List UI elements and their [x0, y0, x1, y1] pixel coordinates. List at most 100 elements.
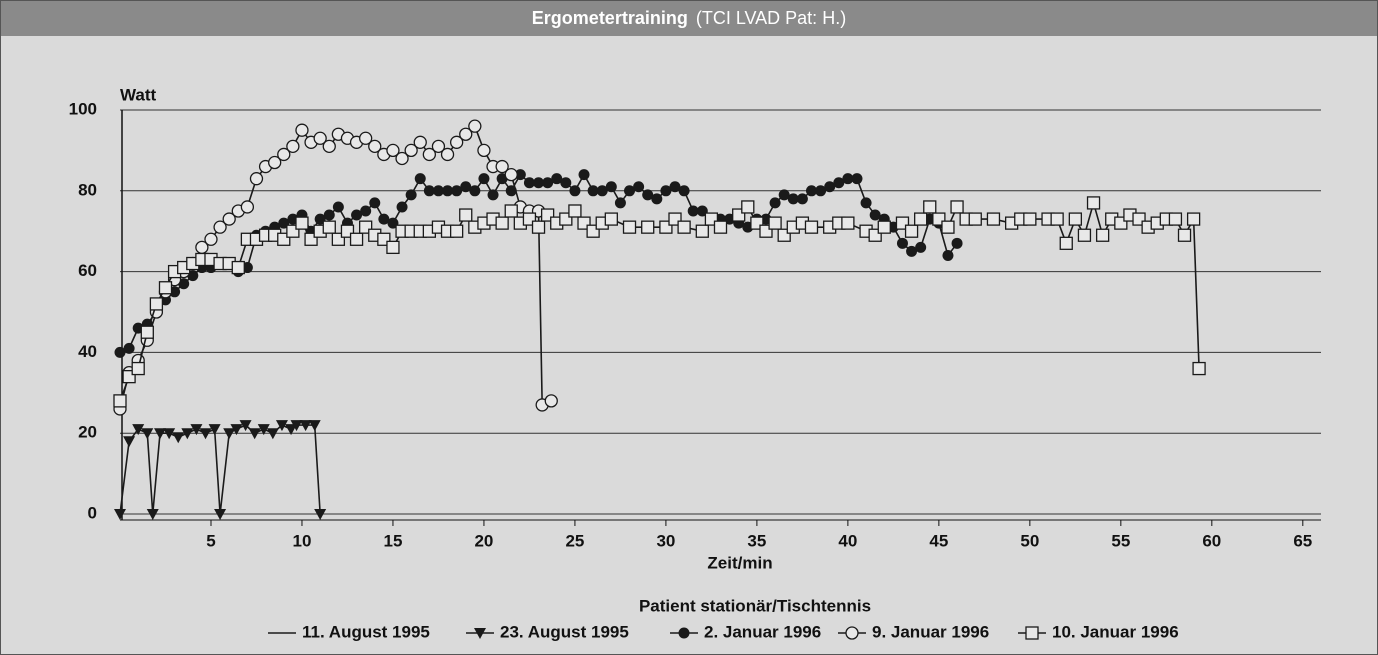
marker	[805, 185, 817, 197]
marker	[642, 189, 654, 201]
marker	[1095, 228, 1110, 242]
marker	[423, 185, 435, 197]
marker	[542, 177, 554, 189]
marker	[824, 181, 836, 193]
marker	[877, 220, 891, 234]
marker	[190, 424, 203, 436]
marker	[487, 189, 499, 201]
x-tick-label: 10	[293, 531, 312, 550]
marker	[208, 424, 221, 436]
marker	[432, 185, 444, 197]
marker	[1025, 626, 1039, 640]
marker	[396, 201, 408, 213]
marker	[378, 213, 390, 225]
marker	[1059, 236, 1073, 250]
marker	[368, 139, 382, 154]
marker	[249, 172, 264, 186]
title-bar	[0, 0, 1378, 36]
marker	[495, 159, 509, 174]
marker	[695, 224, 709, 238]
marker	[914, 212, 928, 226]
marker	[149, 297, 164, 311]
marker	[266, 428, 279, 440]
marker	[986, 212, 1001, 226]
marker	[514, 169, 526, 181]
marker	[204, 232, 218, 246]
marker	[769, 197, 781, 209]
marker	[677, 220, 691, 234]
marker	[614, 197, 626, 209]
marker	[240, 200, 255, 214]
marker	[360, 205, 372, 217]
marker	[1177, 228, 1192, 242]
marker	[277, 147, 291, 162]
title: Ergometertraining	[532, 8, 688, 28]
marker	[505, 185, 517, 197]
x-tick-label: 35	[747, 531, 766, 550]
marker	[257, 424, 270, 436]
marker	[141, 428, 154, 440]
marker	[451, 185, 463, 197]
marker	[851, 173, 863, 185]
marker	[1086, 196, 1101, 210]
marker	[544, 394, 558, 408]
x-tick-label: 5	[206, 531, 215, 550]
marker	[248, 428, 261, 440]
marker	[804, 220, 819, 234]
legend-label: 11. August 1995	[302, 622, 430, 641]
marker	[1023, 212, 1037, 226]
marker	[163, 428, 176, 440]
marker	[768, 216, 782, 230]
marker	[504, 167, 518, 182]
marker	[633, 181, 645, 193]
marker	[323, 209, 335, 221]
marker	[950, 200, 964, 214]
x-tick-label: 40	[838, 531, 857, 550]
marker	[951, 237, 963, 249]
marker	[322, 220, 336, 234]
y-tick-label: 60	[78, 261, 97, 280]
marker	[904, 224, 919, 238]
x-tick-label: 30	[656, 531, 675, 550]
marker	[1068, 212, 1082, 226]
marker	[596, 185, 608, 197]
marker	[860, 197, 872, 209]
marker	[678, 185, 690, 197]
marker	[440, 147, 455, 162]
marker	[815, 185, 827, 197]
marker	[741, 200, 755, 214]
marker	[713, 220, 728, 234]
marker	[154, 428, 167, 440]
x-tick-label: 25	[565, 531, 584, 550]
marker	[295, 216, 309, 230]
marker	[460, 181, 472, 193]
y-axis-label: Watt	[120, 85, 157, 104]
marker	[915, 241, 927, 253]
marker	[660, 185, 672, 197]
marker	[140, 325, 154, 339]
marker	[146, 509, 159, 520]
marker	[687, 205, 699, 217]
marker	[449, 224, 464, 238]
marker	[560, 177, 572, 189]
marker	[332, 201, 344, 213]
x-tick-label: 50	[1020, 531, 1039, 550]
marker	[641, 220, 655, 234]
marker	[230, 424, 243, 436]
marker	[533, 177, 545, 189]
marker	[231, 260, 245, 275]
x-tick-label: 45	[929, 531, 948, 550]
marker	[495, 216, 509, 230]
marker	[132, 424, 145, 436]
marker	[386, 143, 400, 158]
marker	[114, 346, 126, 358]
marker	[414, 173, 426, 185]
marker	[678, 627, 690, 639]
marker	[787, 193, 799, 205]
marker	[369, 197, 381, 209]
marker	[1077, 228, 1092, 242]
marker	[314, 509, 327, 520]
marker	[504, 204, 518, 218]
marker	[469, 185, 481, 197]
